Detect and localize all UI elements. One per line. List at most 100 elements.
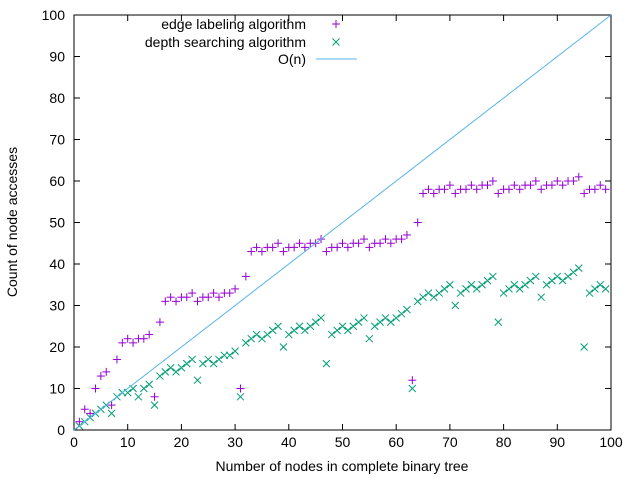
data-point-depth-searching	[317, 314, 325, 322]
data-point-edge-labeling	[547, 181, 556, 190]
data-point-edge-labeling	[236, 384, 245, 393]
data-point-depth-searching	[370, 322, 379, 331]
data-point-depth-searching	[574, 264, 583, 273]
y-tick-label: 80	[49, 90, 65, 106]
data-point-edge-labeling	[112, 355, 121, 364]
data-point-depth-searching	[161, 368, 170, 376]
x-tick-label: 70	[442, 434, 458, 450]
data-point-depth-searching	[419, 293, 427, 302]
data-point-depth-searching	[585, 289, 594, 297]
x-tick-label: 90	[550, 434, 566, 450]
data-point-edge-labeling	[139, 334, 148, 343]
data-point-edge-labeling	[182, 293, 191, 302]
data-point-depth-searching	[596, 280, 605, 289]
data-point-depth-searching	[107, 409, 116, 418]
data-point-depth-searching	[258, 334, 266, 343]
data-point-depth-searching	[365, 334, 374, 343]
data-point-edge-labeling	[590, 185, 599, 194]
data-point-edge-labeling	[408, 376, 417, 385]
legend-label: O(n)	[278, 51, 306, 67]
x-tick-label: 10	[120, 434, 136, 450]
y-tick-label: 50	[49, 215, 65, 231]
data-point-depth-searching	[349, 322, 358, 331]
data-point-depth-searching	[392, 314, 401, 322]
data-point-depth-searching	[301, 326, 309, 335]
data-point-depth-searching	[311, 318, 320, 326]
y-tick-label: 60	[49, 173, 65, 189]
data-point-depth-searching	[225, 351, 234, 360]
data-point-edge-labeling	[268, 243, 277, 252]
data-point-edge-labeling	[129, 338, 138, 347]
data-point-edge-labeling	[225, 289, 234, 298]
data-point-edge-labeling	[107, 401, 116, 410]
data-point-edge-labeling	[209, 289, 218, 298]
data-point-depth-searching	[263, 330, 272, 339]
data-point-depth-searching	[376, 318, 384, 326]
legend-label: depth searching algorithm	[145, 34, 306, 50]
data-point-edge-labeling	[429, 189, 438, 198]
y-tick-label: 70	[49, 132, 65, 148]
data-point-edge-labeling	[338, 239, 347, 248]
data-point-depth-searching	[166, 363, 175, 372]
data-point-depth-searching	[515, 285, 524, 293]
data-point-depth-searching	[510, 280, 519, 289]
data-point-depth-searching	[199, 359, 207, 368]
data-point-edge-labeling	[472, 185, 481, 194]
data-point-depth-searching	[333, 326, 341, 335]
data-point-edge-labeling	[402, 230, 411, 239]
data-point-edge-labeling	[274, 239, 283, 248]
x-tick-label: 60	[388, 434, 404, 450]
data-point-edge-labeling	[354, 239, 363, 248]
data-point-depth-searching	[338, 322, 347, 331]
x-tick-label: 40	[281, 434, 297, 450]
data-point-edge-labeling	[172, 297, 181, 306]
data-point-edge-labeling	[504, 185, 513, 194]
data-point-depth-searching	[204, 355, 213, 364]
data-point-edge-labeling	[80, 405, 89, 414]
data-point-edge-labeling	[386, 239, 395, 248]
data-point-depth-searching	[456, 289, 465, 297]
legend-marker-depth-searching	[332, 38, 340, 46]
data-point-depth-searching	[139, 384, 148, 393]
x-tick-label: 100	[599, 434, 623, 450]
legend-marker-edge-labeling	[332, 20, 340, 28]
data-point-edge-labeling	[440, 185, 449, 194]
data-point-edge-labeling	[531, 177, 540, 185]
y-tick-label: 40	[49, 256, 65, 272]
data-point-depth-searching	[236, 392, 245, 401]
data-point-depth-searching	[489, 272, 497, 281]
data-point-depth-searching	[462, 285, 470, 293]
data-point-depth-searching	[537, 293, 546, 302]
data-point-depth-searching	[483, 276, 492, 285]
data-point-edge-labeling	[155, 318, 164, 327]
data-point-edge-labeling	[161, 297, 170, 306]
data-point-depth-searching	[408, 384, 417, 393]
data-point-edge-labeling	[558, 181, 567, 190]
data-point-edge-labeling	[241, 272, 250, 281]
data-point-depth-searching	[413, 297, 422, 306]
data-point-edge-labeling	[322, 247, 331, 256]
data-point-edge-labeling	[247, 247, 256, 256]
data-point-edge-labeling	[96, 372, 105, 381]
data-point-edge-labeling	[123, 334, 132, 343]
data-point-depth-searching	[381, 314, 390, 322]
data-point-depth-searching	[306, 322, 315, 331]
data-point-depth-searching	[252, 330, 261, 339]
data-point-edge-labeling	[343, 243, 352, 252]
data-point-depth-searching	[150, 401, 159, 409]
data-point-depth-searching	[569, 268, 578, 277]
data-point-depth-searching	[247, 334, 256, 343]
data-point-edge-labeling	[118, 338, 127, 347]
data-point-edge-labeling	[596, 181, 605, 190]
data-point-edge-labeling	[413, 218, 422, 227]
data-point-edge-labeling	[376, 239, 385, 248]
data-point-edge-labeling	[91, 384, 100, 393]
data-point-depth-searching	[580, 343, 589, 351]
data-point-depth-searching	[188, 355, 196, 364]
data-point-edge-labeling	[397, 235, 406, 244]
data-point-depth-searching	[521, 280, 529, 289]
data-point-depth-searching	[145, 380, 154, 389]
data-point-depth-searching	[215, 355, 223, 364]
y-tick-label: 0	[57, 422, 65, 438]
data-point-edge-labeling	[445, 181, 454, 190]
